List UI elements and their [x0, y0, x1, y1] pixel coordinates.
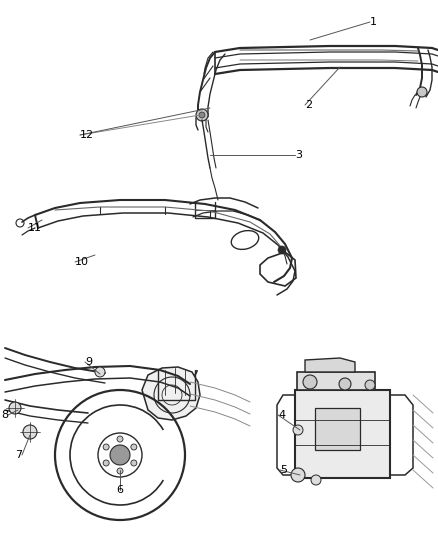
Text: 12: 12: [80, 130, 94, 140]
Polygon shape: [305, 358, 355, 372]
Polygon shape: [142, 367, 200, 420]
Circle shape: [196, 109, 208, 121]
Text: 5: 5: [280, 465, 287, 475]
Text: 4: 4: [278, 410, 285, 420]
Polygon shape: [295, 390, 390, 478]
Circle shape: [117, 468, 123, 474]
Circle shape: [103, 444, 109, 450]
Circle shape: [131, 460, 137, 466]
Text: 9: 9: [85, 357, 92, 367]
Circle shape: [417, 87, 427, 97]
Circle shape: [303, 375, 317, 389]
Circle shape: [365, 380, 375, 390]
Circle shape: [311, 475, 321, 485]
Text: 3: 3: [295, 150, 302, 160]
Circle shape: [95, 367, 105, 377]
Text: 6: 6: [117, 485, 124, 495]
Circle shape: [131, 444, 137, 450]
Polygon shape: [297, 372, 375, 390]
Bar: [315, 408, 360, 450]
Text: 7: 7: [15, 450, 22, 460]
Circle shape: [103, 460, 109, 466]
Circle shape: [23, 425, 37, 439]
Text: 10: 10: [75, 257, 89, 267]
Circle shape: [293, 425, 303, 435]
Text: 1: 1: [370, 17, 377, 27]
Circle shape: [117, 436, 123, 442]
Circle shape: [110, 445, 130, 465]
Circle shape: [291, 468, 305, 482]
Circle shape: [339, 378, 351, 390]
Text: 2: 2: [305, 100, 312, 110]
Circle shape: [9, 402, 21, 414]
Text: 8: 8: [1, 410, 8, 420]
Circle shape: [199, 112, 205, 118]
Text: 11: 11: [28, 223, 42, 233]
Circle shape: [278, 246, 286, 254]
